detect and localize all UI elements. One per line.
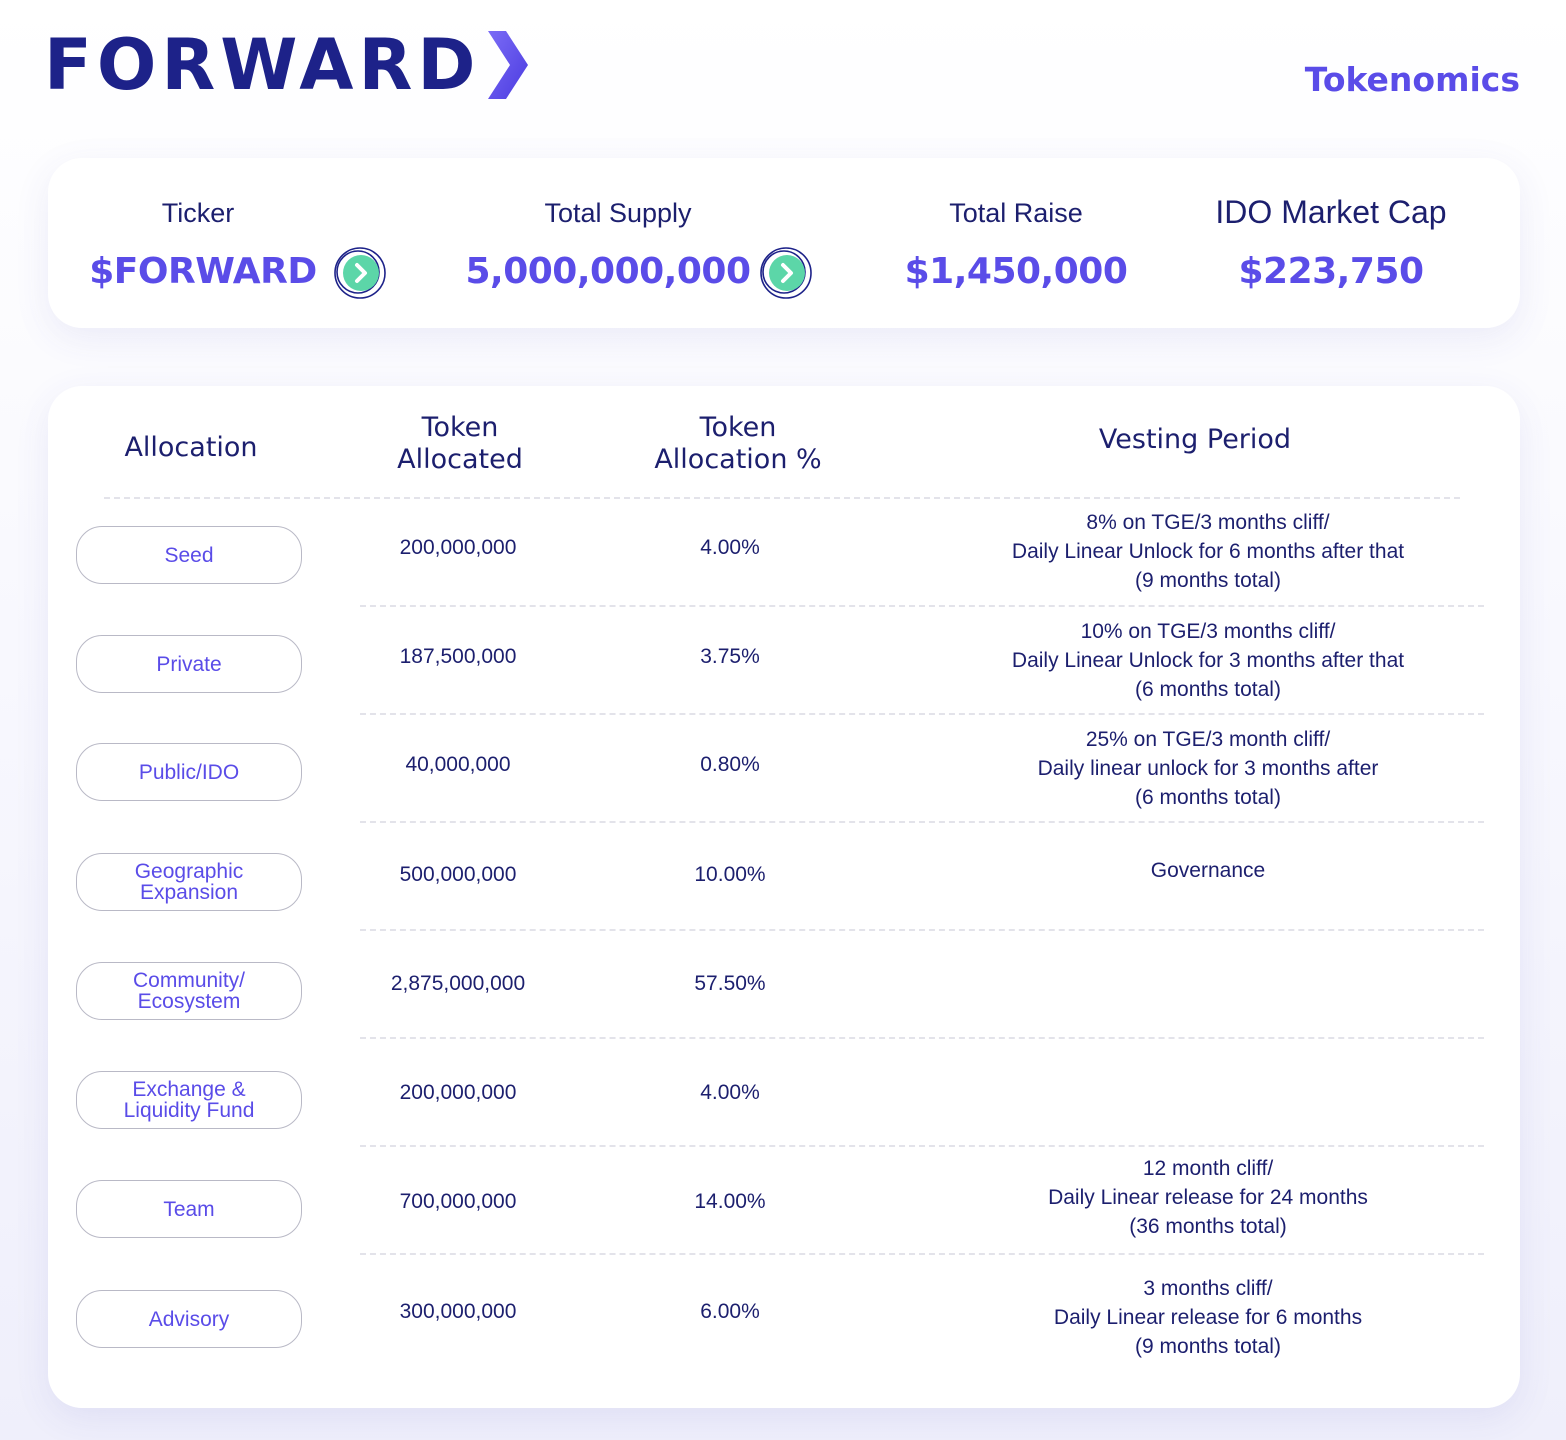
percent-cell: 3.75% xyxy=(700,645,760,668)
allocation-tag[interactable]: Exchange & Liquidity Fund xyxy=(76,1071,302,1129)
row-divider xyxy=(360,1253,1484,1255)
stat-ido-market-cap: IDO Market Cap $223,750 xyxy=(1178,158,1484,328)
allocation-tag[interactable]: Geographic Expansion xyxy=(76,853,302,911)
summary-card: Ticker $FORWARD Total Supply 5,000,000,0… xyxy=(48,158,1520,328)
stat-label: Ticker xyxy=(161,198,235,228)
row-divider xyxy=(360,713,1484,715)
row-divider xyxy=(360,1145,1484,1147)
header-line: Allocated xyxy=(397,444,523,475)
stat-label: IDO Market Cap xyxy=(1215,194,1447,230)
table-row: Advisory 300,000,000 6.00% 3 months clif… xyxy=(48,1272,1520,1381)
header-divider xyxy=(104,497,1460,499)
tokens-cell: 700,000,000 xyxy=(399,1190,517,1213)
stat-label: Total Raise xyxy=(949,198,1083,228)
table-row: Exchange & Liquidity Fund 200,000,000 4.… xyxy=(48,1053,1520,1162)
tokens-cell: 187,500,000 xyxy=(399,645,517,668)
allocation-label: Team xyxy=(163,1197,215,1221)
allocation-label: Geographic Expansion xyxy=(134,860,244,904)
percent-cell: 14.00% xyxy=(694,1190,766,1213)
stat-value: $223,750 xyxy=(1238,251,1424,292)
column-header-vesting: Vesting Period xyxy=(1098,424,1292,455)
tokens-cell: 200,000,000 xyxy=(399,1081,517,1104)
logo-wordmark: FORWARD xyxy=(44,24,481,106)
stat-value: $FORWARD xyxy=(89,251,317,292)
vesting-cell: 3 months cliff/ Daily Linear release for… xyxy=(1053,1277,1363,1358)
tokens-cell: 40,000,000 xyxy=(405,753,511,776)
percent-cell: 6.00% xyxy=(700,1300,760,1323)
row-divider xyxy=(360,929,1484,931)
allocation-label: Seed xyxy=(164,543,214,567)
percent-cell: 57.50% xyxy=(694,972,766,995)
header-line: Token xyxy=(421,412,499,443)
vesting-cell: 12 month cliff/ Daily Linear release for… xyxy=(1048,1157,1368,1238)
stat-value: $1,450,000 xyxy=(904,251,1128,292)
vesting-cell: Governance xyxy=(1150,859,1266,882)
row-divider xyxy=(360,1037,1484,1039)
stat-value: 5,000,000,000 xyxy=(465,251,751,292)
stat-total-raise: Total Raise $1,450,000 xyxy=(868,158,1164,328)
tokens-cell: 500,000,000 xyxy=(399,863,517,886)
table-row: Geographic Expansion 500,000,000 10.00% … xyxy=(48,835,1520,944)
allocation-tag[interactable]: Team xyxy=(76,1180,302,1238)
table-row: Private 187,500,000 3.75% 10% on TGE/3 m… xyxy=(48,617,1520,726)
table-row: Team 700,000,000 14.00% 12 month cliff/ … xyxy=(48,1157,1520,1271)
allocation-label: Community/ Ecosystem xyxy=(132,969,246,1013)
allocation-label: Exchange & Liquidity Fund xyxy=(123,1078,255,1122)
tokens-cell: 300,000,000 xyxy=(399,1300,517,1323)
vesting-cell: 10% on TGE/3 months cliff/ Daily Linear … xyxy=(1011,620,1405,701)
header-line: Token xyxy=(699,412,777,443)
column-header-tokens: Token Allocated xyxy=(360,412,560,476)
allocation-tag[interactable]: Public/IDO xyxy=(76,743,302,801)
column-header-allocation: Allocation xyxy=(124,432,258,463)
header-line: Allocation % xyxy=(654,444,822,475)
percent-cell: 4.00% xyxy=(700,1081,760,1104)
percent-cell: 10.00% xyxy=(694,863,766,886)
stat-ticker: Ticker $FORWARD xyxy=(48,158,348,328)
stat-label: Total Supply xyxy=(544,198,692,228)
allocation-tag[interactable]: Private xyxy=(76,635,302,693)
row-divider xyxy=(360,821,1484,823)
forward-logo: FORWARD xyxy=(44,30,530,100)
percent-cell: 4.00% xyxy=(700,536,760,559)
tokens-cell: 2,875,000,000 xyxy=(390,972,526,995)
stat-total-supply: Total Supply 5,000,000,000 xyxy=(465,158,768,328)
allocation-label: Public/IDO xyxy=(138,760,240,784)
allocation-label: Private xyxy=(156,652,222,676)
forward-coin-icon xyxy=(334,247,386,299)
forward-coin-icon xyxy=(760,247,812,299)
page-title: Tokenomics xyxy=(1304,60,1520,99)
logo-arrow-icon xyxy=(488,31,529,99)
table-row: Seed 200,000,000 4.00% 8% on TGE/3 month… xyxy=(48,508,1520,617)
tokens-cell: 200,000,000 xyxy=(399,536,517,559)
allocation-tag[interactable]: Advisory xyxy=(76,1290,302,1348)
vesting-cell: 8% on TGE/3 months cliff/ Daily Linear U… xyxy=(1011,511,1405,592)
allocation-tag[interactable]: Seed xyxy=(76,526,302,584)
column-header-percent: Token Allocation % xyxy=(632,412,844,476)
vesting-cell: 25% on TGE/3 month cliff/ Daily linear u… xyxy=(1037,728,1379,809)
allocation-table: Allocation Token Allocated Token Allocat… xyxy=(48,386,1520,1408)
percent-cell: 0.80% xyxy=(700,753,760,776)
table-row: Public/IDO 40,000,000 0.80% 25% on TGE/3… xyxy=(48,725,1520,834)
allocation-label: Advisory xyxy=(148,1307,230,1331)
row-divider xyxy=(360,605,1484,607)
table-row: Community/ Ecosystem 2,875,000,000 57.50… xyxy=(48,944,1520,1053)
allocation-tag[interactable]: Community/ Ecosystem xyxy=(76,962,302,1020)
